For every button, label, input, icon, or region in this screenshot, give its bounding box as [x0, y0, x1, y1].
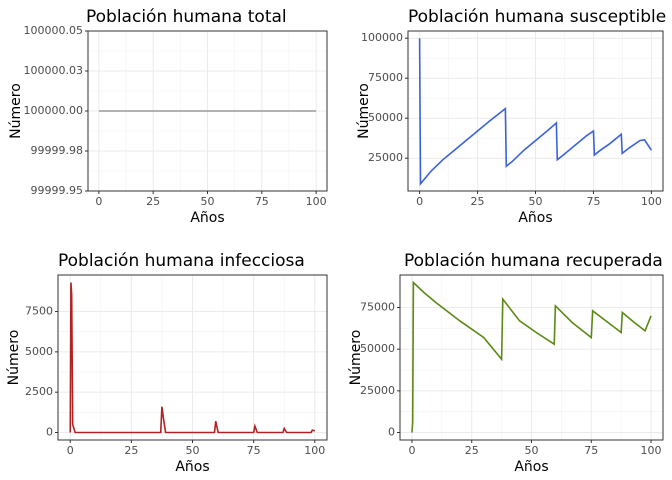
- x-tick-label: 100: [306, 195, 327, 208]
- y-tick-label: 25000: [360, 384, 395, 397]
- chart-title: Población humana total: [86, 7, 287, 27]
- y-axis-title: Número: [348, 330, 364, 386]
- x-tick-label: 100: [304, 444, 325, 457]
- x-tick-label: 25: [146, 195, 160, 208]
- x-tick-label: 100: [641, 444, 662, 457]
- y-tick-label: 100000.03: [24, 64, 84, 77]
- y-tick-label: 100000: [361, 31, 403, 44]
- x-tick-label: 25: [124, 444, 138, 457]
- y-tick-label: 100000.05: [24, 24, 84, 37]
- y-tick-label: 50000: [360, 342, 395, 355]
- y-tick-label: 7500: [25, 305, 53, 318]
- y-tick-label: 5000: [25, 345, 53, 358]
- data-line: [418, 38, 653, 186]
- x-tick-label: 0: [67, 444, 74, 457]
- x-tick-label: 50: [525, 444, 539, 457]
- panel-border: [407, 30, 664, 192]
- x-tick-label: 25: [465, 444, 479, 457]
- y-tick-label: 25000: [368, 151, 403, 164]
- x-tick-label: 50: [529, 195, 543, 208]
- y-tick-label: 99999.95: [31, 184, 84, 197]
- x-tick-label: 25: [471, 195, 485, 208]
- x-tick-label: 0: [416, 195, 423, 208]
- y-tick-label: 0: [46, 426, 53, 439]
- y-tick-label: 50000: [368, 111, 403, 124]
- x-axis-title: Años: [518, 210, 552, 226]
- y-axis-title: Número: [8, 83, 24, 139]
- x-axis-title: Años: [190, 210, 224, 226]
- y-tick-label: 2500: [25, 385, 53, 398]
- y-tick-label: 0: [388, 426, 395, 439]
- y-tick-label: 75000: [368, 71, 403, 84]
- x-tick-label: 75: [586, 195, 600, 208]
- data-line: [411, 280, 652, 433]
- x-axis-title: Años: [514, 459, 548, 475]
- y-tick-label: 99999.98: [31, 144, 84, 157]
- x-axis-title: Años: [175, 459, 209, 475]
- y-axis-title: Número: [6, 330, 22, 386]
- chart-title: Población humana infecciosa: [58, 251, 305, 271]
- chart-title: Población humana recuperada: [404, 251, 663, 271]
- x-tick-label: 75: [584, 444, 598, 457]
- data-line: [69, 282, 316, 434]
- panel-border: [57, 274, 328, 441]
- x-tick-label: 75: [247, 444, 261, 457]
- x-tick-label: 50: [186, 444, 200, 457]
- x-tick-label: 75: [255, 195, 269, 208]
- chart-title: Población humana susceptible: [408, 7, 666, 27]
- y-tick-label: 75000: [360, 301, 395, 314]
- x-tick-label: 50: [201, 195, 215, 208]
- x-tick-label: 100: [641, 195, 662, 208]
- panel-border: [399, 274, 664, 441]
- panel-border: [87, 30, 328, 192]
- x-tick-label: 0: [95, 195, 102, 208]
- x-tick-label: 0: [408, 444, 415, 457]
- y-tick-label: 100000.00: [24, 104, 84, 117]
- y-axis-title: Número: [356, 83, 372, 139]
